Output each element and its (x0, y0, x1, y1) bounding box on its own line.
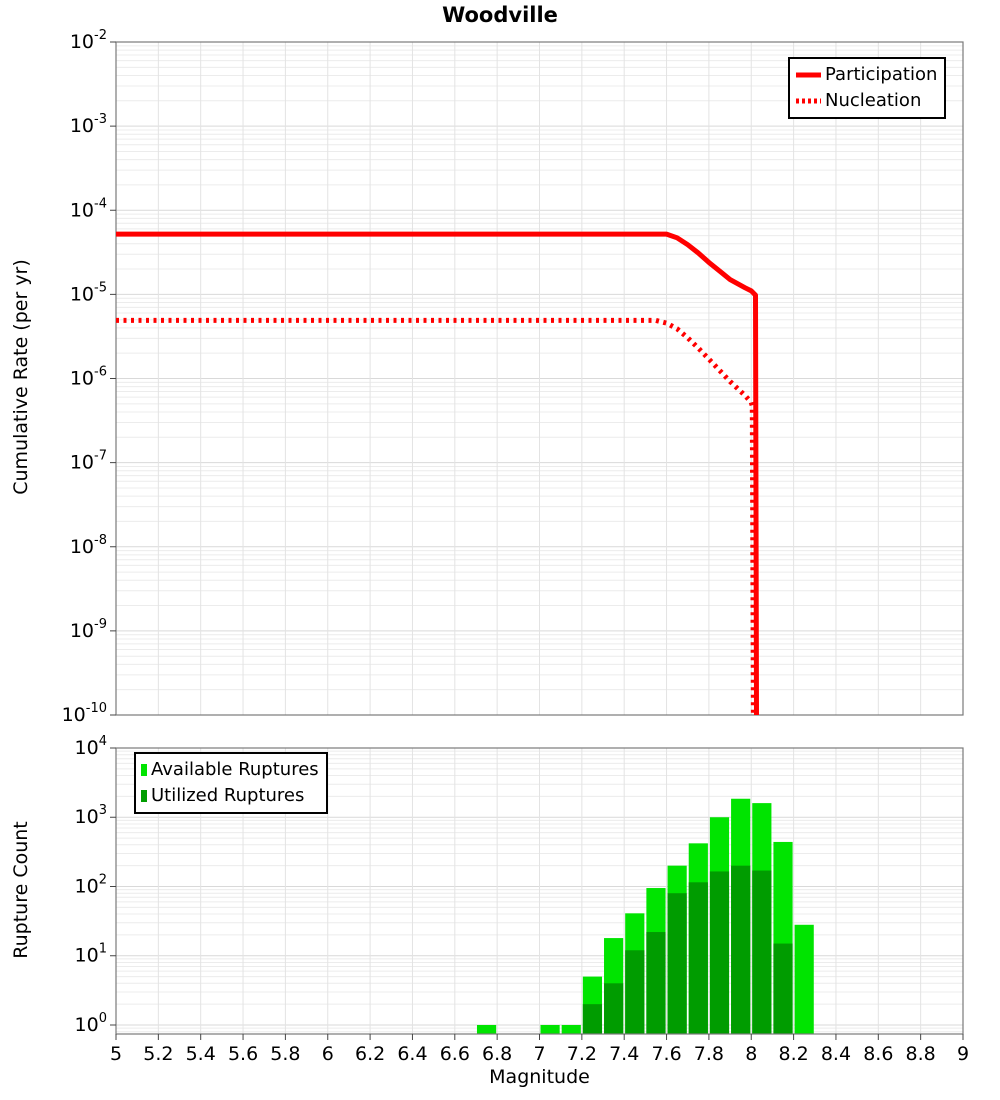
rate-plot: 10-2 10-3 10-4 10-5 10-6 10-7 10-8 10-9 10-10 (62, 28, 964, 726)
bar (625, 950, 645, 1034)
y-tick-label: 10-7 (70, 449, 107, 474)
y-tick-label: 104 (75, 734, 107, 759)
legend-item-available-ruptures: Available Ruptures (141, 757, 319, 783)
axis-ticks (110, 747, 964, 1040)
utilized-bars (582, 865, 793, 1034)
x-tick-label: 6.4 (397, 1043, 427, 1065)
x-tick-label: 7.8 (694, 1043, 724, 1065)
x-axis-label-magnitude: Magnitude (489, 1066, 590, 1088)
x-tick-label: 6.8 (482, 1043, 512, 1065)
x-tick-label: 6 (322, 1043, 334, 1065)
x-tick-label: 6.6 (440, 1043, 470, 1065)
x-tick-label: 7.4 (609, 1043, 639, 1065)
available-ruptures-swatch (141, 764, 147, 776)
bar (561, 1024, 581, 1034)
y-axis-label-rate: Cumulative Rate (per yr) (10, 259, 32, 495)
x-tick-label: 7.2 (567, 1043, 597, 1065)
bar (794, 924, 814, 1034)
x-tick-label: 5.8 (270, 1043, 300, 1065)
y-tick-label: 101 (75, 942, 107, 967)
bar (604, 983, 624, 1034)
legend-label-available-ruptures: Available Ruptures (151, 759, 319, 780)
y-tick-label: 103 (75, 803, 107, 828)
x-tick-label: 7.6 (651, 1043, 681, 1065)
x-tick-label: 8.6 (863, 1043, 893, 1065)
legend-item-nucleation: Nucleation (795, 88, 937, 114)
y-tick-label: 10-4 (70, 196, 107, 221)
y-tick-label: 10-6 (70, 365, 107, 390)
y-tick-labels: 104 103 102 101 100 (75, 734, 107, 1036)
legend-ruptures: Available Ruptures Utilized Ruptures (134, 752, 328, 814)
bar (582, 1004, 603, 1034)
utilized-ruptures-swatch (141, 790, 147, 802)
x-tick-label: 8.8 (906, 1043, 936, 1065)
x-tick-label: 8 (745, 1043, 757, 1065)
y-tick-label: 10-8 (70, 533, 107, 558)
gridlines (115, 41, 964, 716)
y-tick-labels: 10-2 10-3 10-4 10-5 10-6 10-7 10-8 10-9 10-10 (62, 28, 107, 726)
nucleation-line-swatch (796, 98, 821, 104)
y-tick-label: 10-10 (62, 701, 107, 726)
y-tick-label: 100 (75, 1011, 107, 1036)
legend-item-utilized-ruptures: Utilized Ruptures (141, 783, 319, 809)
bar (773, 943, 793, 1034)
bar (752, 870, 772, 1034)
bar (709, 871, 730, 1034)
x-tick-label: 7 (533, 1043, 545, 1065)
x-tick-labels: 5 5.2 5.4 5.6 5.8 6 6.2 6.4 6.6 6.8 7 7.2 7.4 7.6 7.8 8… (110, 1043, 969, 1065)
y-tick-label: 10-5 (70, 280, 107, 305)
y-tick-label: 10-3 (70, 112, 107, 137)
x-tick-label: 8.2 (778, 1043, 808, 1065)
bar (688, 882, 708, 1034)
x-tick-label: 9 (957, 1043, 969, 1065)
legend-label-utilized-ruptures: Utilized Ruptures (151, 785, 305, 806)
legend-label-nucleation: Nucleation (825, 90, 922, 111)
x-tick-label: 5 (110, 1043, 122, 1065)
y-tick-label: 10-9 (70, 617, 107, 642)
bar (646, 932, 666, 1034)
participation-line-swatch (796, 72, 821, 78)
x-tick-label: 5.4 (186, 1043, 216, 1065)
x-tick-label: 5.2 (143, 1043, 173, 1065)
bar (731, 865, 751, 1034)
x-tick-label: 6.2 (355, 1043, 385, 1065)
legend-label-participation: Participation (825, 64, 938, 85)
legend-rate-curves: Participation Nucleation (788, 57, 947, 119)
bar (540, 1024, 560, 1034)
chart-title: Woodville (442, 3, 558, 27)
bar (476, 1024, 497, 1034)
participation-curve (116, 231, 759, 715)
y-tick-label: 102 (75, 872, 107, 897)
x-tick-label: 5.6 (228, 1043, 258, 1065)
y-tick-label: 10-2 (70, 28, 107, 53)
y-axis-label-count: Rupture Count (10, 821, 32, 959)
bar (667, 893, 687, 1034)
x-tick-label: 8.4 (821, 1043, 851, 1065)
legend-item-participation: Participation (795, 62, 937, 88)
axis-ticks (110, 41, 116, 716)
